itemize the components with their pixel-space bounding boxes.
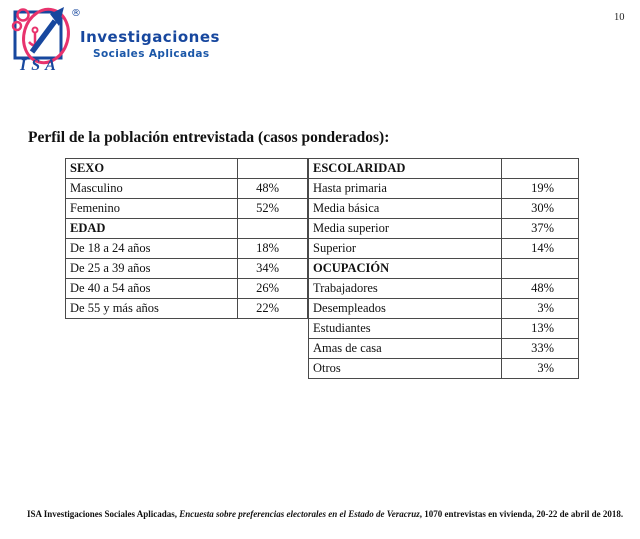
row-value-cell: 18% <box>237 238 308 259</box>
page-number: 10 <box>614 12 625 23</box>
row-label-cell: Hasta primaria <box>308 178 502 199</box>
table-row: De 25 a 39 años 34% <box>65 258 308 279</box>
row-label-cell: Superior <box>308 238 502 259</box>
table-row: De 40 a 54 años 26% <box>65 278 308 299</box>
row-value-cell <box>237 218 308 239</box>
table-row: SEXO <box>65 158 308 179</box>
row-label-cell: Desempleados <box>308 298 502 319</box>
isa-logo-text: ISA <box>19 57 61 73</box>
footer-text-tail: , 1070 entrevistas en vivienda, 20-22 de… <box>419 509 624 519</box>
row-value-cell <box>237 158 308 179</box>
isa-logo: ISA <box>8 3 80 74</box>
row-value-cell: 33% <box>501 338 579 359</box>
row-value-cell: 13% <box>501 318 579 339</box>
row-label-cell: De 18 a 24 años <box>65 238 238 259</box>
row-label-cell: Media básica <box>308 198 502 219</box>
row-value-cell: 3% <box>501 358 579 379</box>
row-value-cell: 48% <box>237 178 308 199</box>
section-header-cell: EDAD <box>65 218 238 239</box>
row-value-cell: 37% <box>501 218 579 239</box>
row-value-cell: 34% <box>237 258 308 279</box>
row-label-cell: De 25 a 39 años <box>65 258 238 279</box>
left-table: SEXO Masculino 48% Femenino 52% EDAD De 18… <box>65 158 308 319</box>
table-row: Femenino 52% <box>65 198 308 219</box>
isa-logo-graphic: ISA <box>11 7 70 74</box>
row-value-cell <box>501 258 579 279</box>
row-label-cell: Otros <box>308 358 502 379</box>
row-label-cell: De 55 y más años <box>65 298 238 319</box>
table-row: Hasta primaria 19% <box>308 178 579 199</box>
row-value-cell: 3% <box>501 298 579 319</box>
row-label-cell: Amas de casa <box>308 338 502 359</box>
table-row: Desempleados 3% <box>308 298 579 319</box>
table-row: Media superior 37% <box>308 218 579 239</box>
table-row: EDAD <box>65 218 308 239</box>
registered-trademark-icon: ® <box>71 8 81 19</box>
table-row: De 18 a 24 años 18% <box>65 238 308 259</box>
brand-subtitle: Sociales Aplicadas <box>93 48 210 60</box>
footer-survey-title: Encuesta sobre preferencias electorales … <box>179 509 420 519</box>
row-value-cell: 52% <box>237 198 308 219</box>
table-row: Media básica 30% <box>308 198 579 219</box>
right-table: ESCOLARIDAD Hasta primaria 19% Media bási… <box>308 158 579 379</box>
row-label-cell: De 40 a 54 años <box>65 278 238 299</box>
footer-citation: ISA Investigaciones Sociales Aplicadas, … <box>27 509 627 519</box>
table-row: Trabajadores 48% <box>308 278 579 299</box>
section-header-cell: SEXO <box>65 158 238 179</box>
row-label-cell: Estudiantes <box>308 318 502 339</box>
brand-name: Investigaciones <box>80 28 220 46</box>
table-row: Masculino 48% <box>65 178 308 199</box>
row-label-cell: Femenino <box>65 198 238 219</box>
profile-tables: SEXO Masculino 48% Femenino 52% EDAD De 18… <box>65 158 579 379</box>
table-row: Superior 14% <box>308 238 579 259</box>
row-label-cell: Masculino <box>65 178 238 199</box>
row-value-cell: 26% <box>237 278 308 299</box>
table-row: Otros 3% <box>308 358 579 379</box>
row-value-cell: 22% <box>237 298 308 319</box>
page-title: Perfil de la población entrevistada (cas… <box>28 129 390 146</box>
row-label-cell: Trabajadores <box>308 278 502 299</box>
row-label-cell: Media superior <box>308 218 502 239</box>
section-header-cell: OCUPACIÓN <box>308 258 502 279</box>
section-header-cell: ESCOLARIDAD <box>308 158 502 179</box>
footer-text-lead: ISA Investigaciones Sociales Aplicadas, <box>27 509 180 519</box>
row-value-cell: 14% <box>501 238 579 259</box>
row-value-cell: 48% <box>501 278 579 299</box>
row-value-cell <box>501 158 579 179</box>
row-value-cell: 30% <box>501 198 579 219</box>
table-row: OCUPACIÓN <box>308 258 579 279</box>
row-value-cell: 19% <box>501 178 579 199</box>
table-row: Estudiantes 13% <box>308 318 579 339</box>
table-row: ESCOLARIDAD <box>308 158 579 179</box>
table-row: Amas de casa 33% <box>308 338 579 359</box>
table-row: De 55 y más años 22% <box>65 298 308 319</box>
